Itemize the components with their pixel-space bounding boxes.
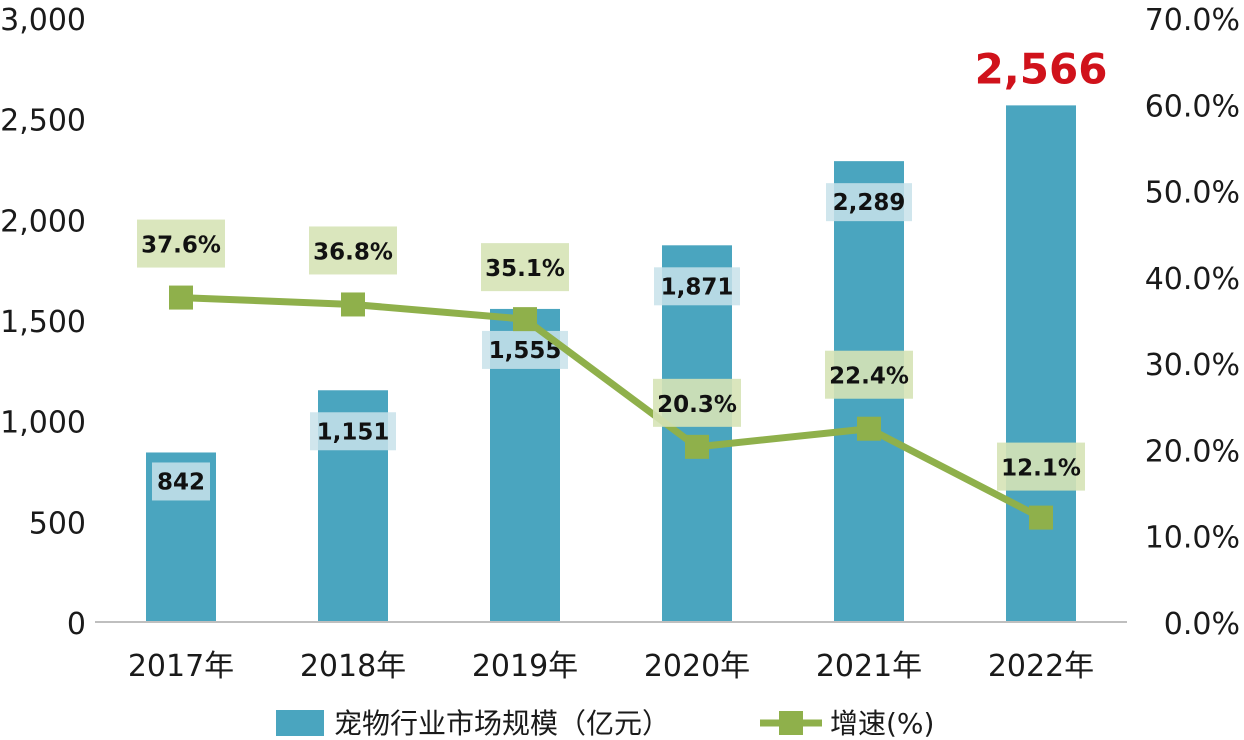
x-axis: 2017年 2018年 2019年 2020年 2021年 2022年: [128, 649, 1094, 684]
right-tick-label: 10.0%: [1145, 521, 1240, 556]
bar-label-0: 842: [157, 469, 205, 495]
growth-label-box-0: [137, 219, 225, 268]
growth-marker-5: [1029, 505, 1053, 530]
left-tick-label: 500: [29, 506, 86, 541]
growth-label-box-1: [309, 226, 397, 275]
growth-label-0: 37.6%: [141, 233, 221, 259]
bar-label-1: 1,151: [317, 419, 390, 445]
bar-5: [1006, 105, 1076, 623]
right-tick-label: 20.0%: [1145, 434, 1240, 469]
bar-label-box-0: [152, 462, 210, 501]
growth-marker-0: [169, 285, 193, 310]
left-tick-label: 2,500: [0, 104, 86, 139]
x-tick-label: 2018年: [300, 649, 406, 684]
bar-label-3: 1,871: [661, 274, 734, 300]
growth-line: [180, 294, 1043, 521]
left-tick-label: 1,000: [0, 406, 86, 441]
legend-bar-label: 宠物行业市场规模（亿元）: [334, 707, 670, 740]
growth-label-3: 20.3%: [657, 392, 737, 418]
line-labels-group: 37.6% 36.8% 35.1% 20.3% 22.4% 12.1%: [137, 219, 1085, 491]
bars-group: [146, 105, 1076, 623]
growth-label-box-3: [653, 378, 741, 427]
x-tick-label: 2017年: [128, 649, 234, 684]
growth-line-group: [169, 285, 1053, 530]
growth-marker-2: [513, 307, 537, 332]
growth-marker-3: [685, 434, 709, 459]
left-tick-label: 3,000: [0, 3, 86, 38]
growth-label-box-2: [481, 243, 569, 292]
bar-label-4: 2,289: [833, 190, 906, 216]
growth-label-5: 12.1%: [1001, 456, 1081, 482]
legend-line-label: 增速(%): [830, 707, 934, 740]
left-tick-label: 0: [67, 607, 86, 642]
right-tick-label: 70.0%: [1145, 3, 1240, 38]
left-tick-label: 1,500: [0, 305, 86, 340]
left-tick-label: 2,000: [0, 204, 86, 239]
left-axis: 0 500 1,000 1,500 2,000 2,500 3,000: [0, 3, 86, 642]
legend-line-marker: [779, 711, 803, 735]
bar-label-box-3: [654, 267, 740, 306]
bar-label-box-4: [826, 183, 912, 222]
right-tick-label: 40.0%: [1145, 262, 1240, 297]
x-tick-label: 2019年: [472, 649, 578, 684]
x-tick-label: 2022年: [988, 649, 1094, 684]
growth-marker-4: [857, 416, 881, 441]
bar-labels-group: 842 1,151 1,555 1,871 2,289 2,566: [152, 44, 1108, 501]
right-tick-label: 0.0%: [1164, 607, 1240, 642]
legend-bar-swatch: [276, 710, 324, 736]
legend: 宠物行业市场规模（亿元） 增速(%): [276, 707, 934, 740]
x-tick-label: 2021年: [816, 649, 922, 684]
right-tick-label: 60.0%: [1145, 89, 1240, 124]
growth-label-box-4: [825, 350, 913, 399]
bar-label-2: 1,555: [489, 338, 562, 364]
growth-label-2: 35.1%: [485, 256, 565, 282]
bar-label-highlight: 2,566: [975, 44, 1108, 93]
growth-label-1: 36.8%: [313, 239, 393, 265]
growth-marker-1: [341, 292, 365, 317]
growth-label-4: 22.4%: [829, 364, 909, 390]
bar-label-box-1: [310, 412, 396, 451]
x-tick-label: 2020年: [644, 649, 750, 684]
right-tick-label: 30.0%: [1145, 348, 1240, 383]
right-tick-label: 50.0%: [1145, 176, 1240, 211]
growth-label-box-5: [997, 442, 1085, 491]
right-axis: 0.0% 10.0% 20.0% 30.0% 40.0% 50.0% 60.0% 70.0%: [1145, 3, 1240, 642]
